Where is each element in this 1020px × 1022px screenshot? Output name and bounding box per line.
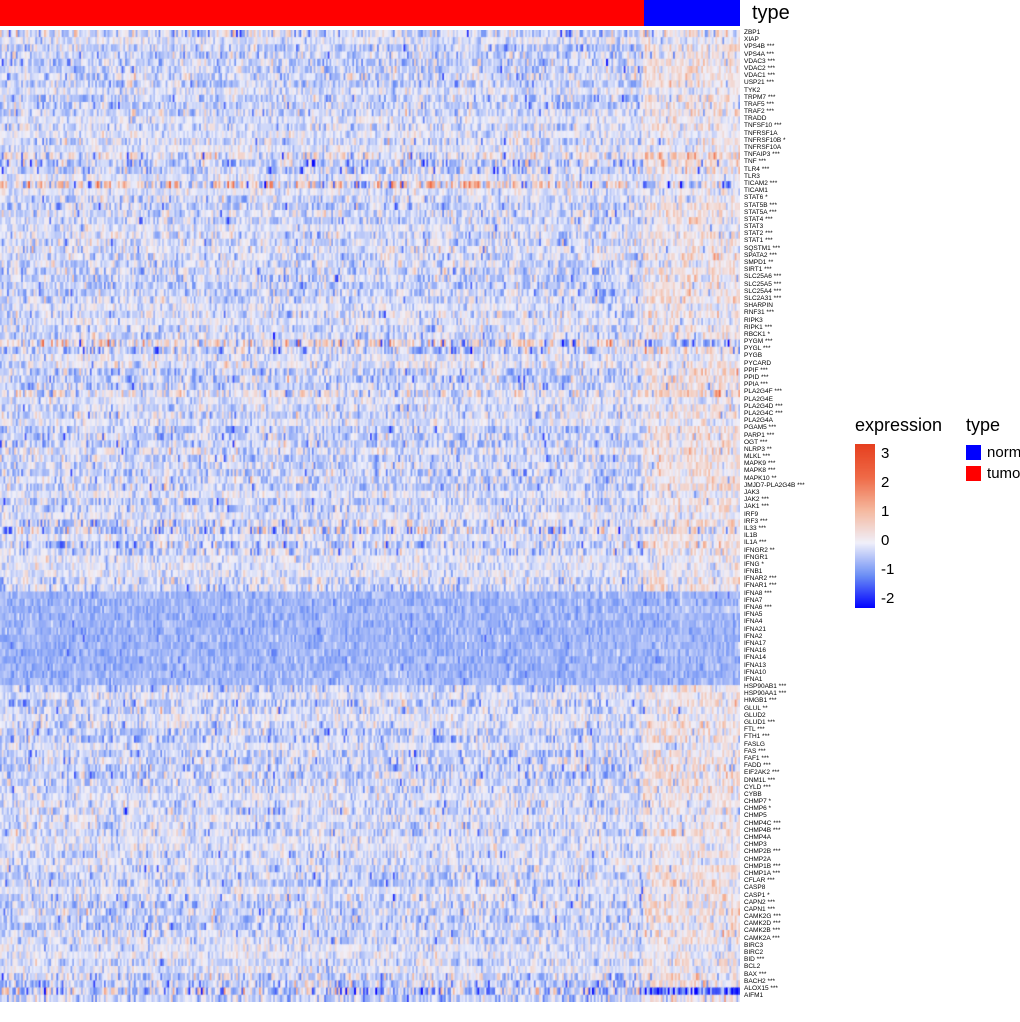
type-swatch-row: normal xyxy=(966,444,1020,461)
expression-legend-title: expression xyxy=(855,415,942,436)
colorbar-tick: -1 xyxy=(881,562,894,577)
type-swatch-label: tumor xyxy=(987,465,1020,482)
colorbar-tick: 3 xyxy=(881,446,894,461)
colorbar-tick: -2 xyxy=(881,591,894,606)
type-swatch-row: tumor xyxy=(966,465,1020,482)
gene-row-labels: ZBP1XIAPVPS4B ***VPS4A ***VDAC3 ***VDAC2… xyxy=(744,30,805,1000)
type-bar-tumor xyxy=(0,0,644,26)
colorbar xyxy=(855,444,875,608)
colorbar-ticks: 3 2 1 0 -1 -2 xyxy=(881,444,894,608)
heatmap-canvas xyxy=(0,30,740,1002)
colorbar-tick: 2 xyxy=(881,475,894,490)
expression-legend: expression 3 2 1 0 -1 -2 xyxy=(855,415,942,608)
type-swatch-label: normal xyxy=(987,444,1020,461)
type-bar-label: type xyxy=(752,2,790,25)
gene-label: AIFM1 xyxy=(744,993,805,1000)
type-swatch xyxy=(966,466,981,481)
type-legend-title: type xyxy=(966,415,1020,436)
colorbar-tick: 1 xyxy=(881,504,894,519)
expression-heatmap xyxy=(0,30,740,1002)
type-annotation-bar xyxy=(0,0,740,26)
legend-section: expression 3 2 1 0 -1 -2 type normal tumor xyxy=(855,415,1020,608)
type-bar-normal xyxy=(644,0,740,26)
type-swatch xyxy=(966,445,981,460)
type-legend: type normal tumor xyxy=(966,415,1020,608)
colorbar-tick: 0 xyxy=(881,533,894,548)
